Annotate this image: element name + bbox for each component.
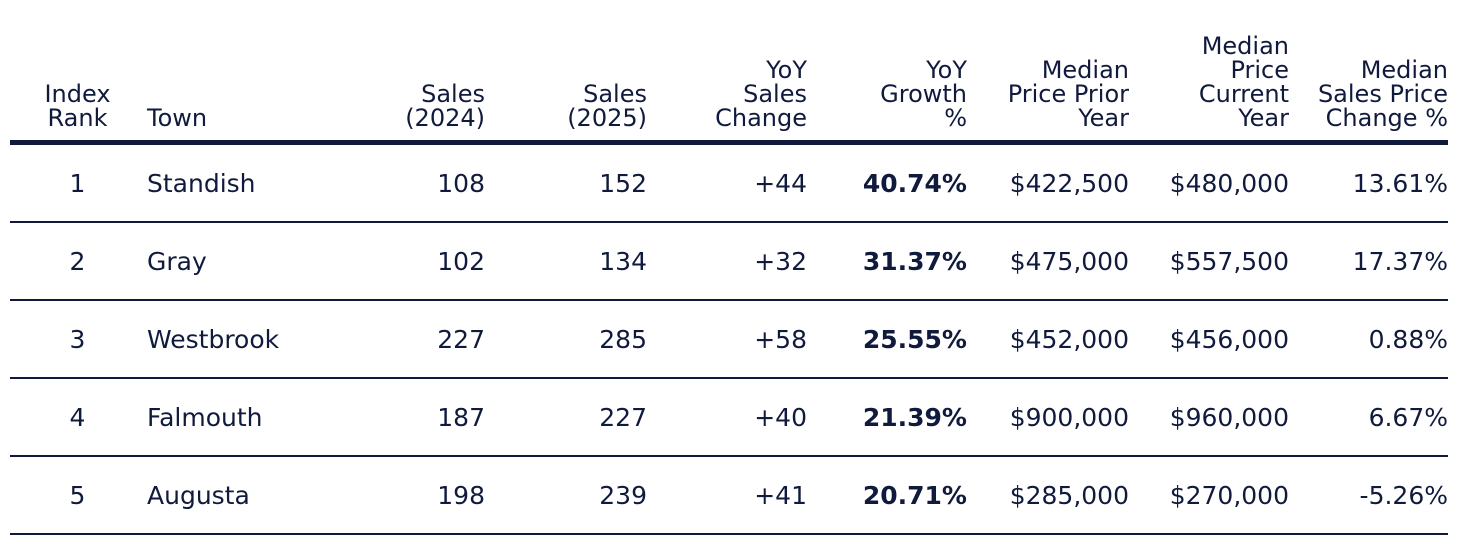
cell-sales-2024: 108 xyxy=(320,142,485,223)
cell-rank: 1 xyxy=(10,142,145,223)
cell-sales-2025: 134 xyxy=(485,222,647,301)
cell-yoy-sales-change: +32 xyxy=(647,222,807,301)
table-header: Index Rank Town Sales (2024) Sales (2025… xyxy=(10,0,1448,145)
cell-rank: 5 xyxy=(10,456,145,535)
header-sales-2025: Sales (2025) xyxy=(485,0,647,145)
cell-town: Falmouth xyxy=(145,378,320,457)
cell-sales-2025: 285 xyxy=(485,300,647,379)
town-sales-table: Index Rank Town Sales (2024) Sales (2025… xyxy=(10,0,1448,535)
cell-town: Standish xyxy=(145,142,320,223)
table-row: 4 Falmouth 187 227 +40 21.39% $900,000 $… xyxy=(10,378,1448,457)
header-yoy-growth: YoY Growth % xyxy=(807,0,967,145)
cell-median-price-change: -5.26% xyxy=(1289,456,1448,535)
cell-median-price-prior: $285,000 xyxy=(967,456,1129,535)
cell-median-price-change: 13.61% xyxy=(1289,142,1448,223)
cell-median-price-prior: $452,000 xyxy=(967,300,1129,379)
cell-yoy-sales-change: +58 xyxy=(647,300,807,379)
cell-median-price-change: 6.67% xyxy=(1289,378,1448,457)
header-median-price-current: Median Price Current Year xyxy=(1129,0,1289,145)
cell-median-price-change: 0.88% xyxy=(1289,300,1448,379)
cell-sales-2024: 227 xyxy=(320,300,485,379)
cell-yoy-sales-change: +44 xyxy=(647,142,807,223)
cell-yoy-growth: 31.37% xyxy=(807,222,967,301)
cell-sales-2024: 187 xyxy=(320,378,485,457)
table-row: 3 Westbrook 227 285 +58 25.55% $452,000 … xyxy=(10,300,1448,379)
header-index-rank: Index Rank xyxy=(10,0,145,145)
header-yoy-sales-change: YoY Sales Change xyxy=(647,0,807,145)
cell-town: Gray xyxy=(145,222,320,301)
cell-median-price-current: $960,000 xyxy=(1129,378,1289,457)
cell-town: Westbrook xyxy=(145,300,320,379)
header-town: Town xyxy=(145,0,320,145)
cell-sales-2025: 152 xyxy=(485,142,647,223)
cell-rank: 4 xyxy=(10,378,145,457)
cell-yoy-sales-change: +40 xyxy=(647,378,807,457)
cell-sales-2025: 227 xyxy=(485,378,647,457)
cell-yoy-sales-change: +41 xyxy=(647,456,807,535)
cell-median-price-change: 17.37% xyxy=(1289,222,1448,301)
table-row: 1 Standish 108 152 +44 40.74% $422,500 $… xyxy=(10,142,1448,223)
header-median-price-change: Median Sales Price Change % xyxy=(1289,0,1448,145)
cell-median-price-prior: $900,000 xyxy=(967,378,1129,457)
cell-median-price-current: $456,000 xyxy=(1129,300,1289,379)
cell-rank: 3 xyxy=(10,300,145,379)
table-row: 2 Gray 102 134 +32 31.37% $475,000 $557,… xyxy=(10,222,1448,301)
cell-median-price-current: $480,000 xyxy=(1129,142,1289,223)
cell-median-price-current: $557,500 xyxy=(1129,222,1289,301)
cell-yoy-growth: 21.39% xyxy=(807,378,967,457)
cell-median-price-current: $270,000 xyxy=(1129,456,1289,535)
header-row: Index Rank Town Sales (2024) Sales (2025… xyxy=(10,0,1448,145)
table-row: 5 Augusta 198 239 +41 20.71% $285,000 $2… xyxy=(10,456,1448,535)
cell-median-price-prior: $475,000 xyxy=(967,222,1129,301)
cell-sales-2025: 239 xyxy=(485,456,647,535)
header-sales-2024: Sales (2024) xyxy=(320,0,485,145)
cell-yoy-growth: 20.71% xyxy=(807,456,967,535)
cell-yoy-growth: 40.74% xyxy=(807,142,967,223)
cell-rank: 2 xyxy=(10,222,145,301)
cell-town: Augusta xyxy=(145,456,320,535)
cell-median-price-prior: $422,500 xyxy=(967,142,1129,223)
cell-sales-2024: 198 xyxy=(320,456,485,535)
cell-sales-2024: 102 xyxy=(320,222,485,301)
table-body: 1 Standish 108 152 +44 40.74% $422,500 $… xyxy=(10,142,1448,535)
cell-yoy-growth: 25.55% xyxy=(807,300,967,379)
header-median-price-prior: Median Price Prior Year xyxy=(967,0,1129,145)
